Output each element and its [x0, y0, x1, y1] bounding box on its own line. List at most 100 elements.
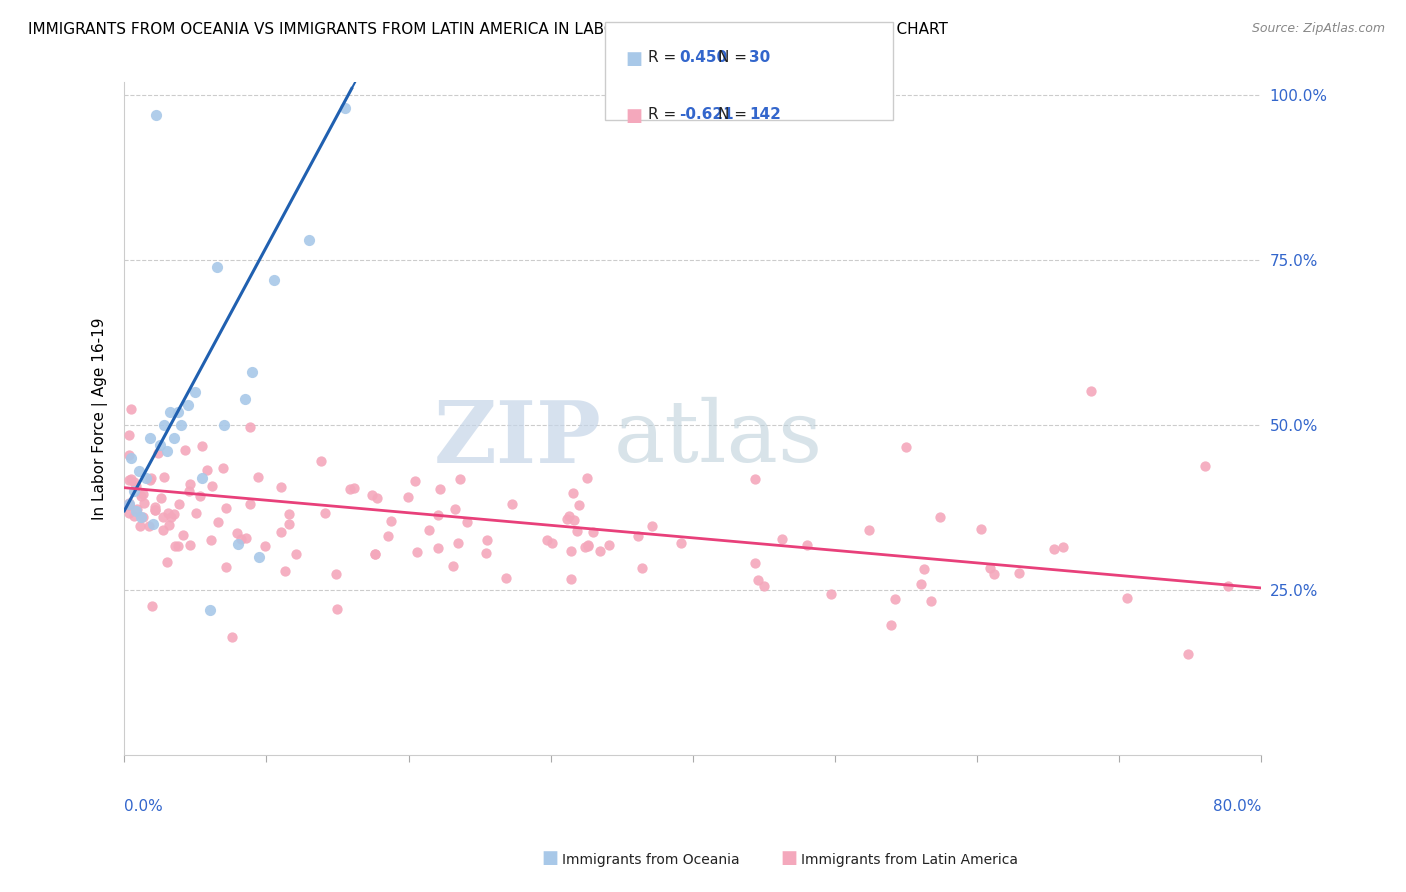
Point	[152, 523, 174, 537]
Point	[117, 498, 139, 512]
Point	[270, 525, 292, 540]
Point	[201, 479, 224, 493]
Point	[333, 101, 356, 115]
Point	[177, 483, 200, 498]
Point	[575, 471, 598, 485]
Point	[135, 471, 157, 485]
Point	[118, 506, 141, 520]
Point	[118, 496, 141, 510]
Point	[129, 519, 152, 533]
Point	[555, 512, 578, 526]
Point	[912, 562, 935, 576]
Point	[159, 405, 181, 419]
Text: ■: ■	[780, 849, 797, 867]
Point	[744, 557, 766, 571]
Point	[270, 480, 292, 494]
Point	[167, 497, 190, 511]
Point	[884, 592, 907, 607]
Point	[970, 522, 993, 536]
Point	[205, 260, 228, 274]
Point	[197, 463, 219, 477]
Point	[1116, 591, 1139, 606]
Point	[501, 498, 523, 512]
Point	[191, 471, 214, 485]
Point	[325, 567, 347, 582]
Point	[820, 586, 842, 600]
Text: atlas: atlas	[613, 397, 823, 480]
Point	[631, 560, 654, 574]
Point	[380, 514, 402, 528]
Point	[221, 631, 243, 645]
Point	[568, 498, 591, 512]
Point	[153, 417, 176, 432]
Point	[582, 524, 605, 539]
Point	[562, 513, 585, 527]
Text: IMMIGRANTS FROM OCEANIA VS IMMIGRANTS FROM LATIN AMERICA IN LABOR FORCE | AGE 16: IMMIGRANTS FROM OCEANIA VS IMMIGRANTS FR…	[28, 22, 948, 38]
Point	[117, 498, 139, 512]
Point	[122, 483, 145, 498]
Point	[536, 533, 558, 547]
Point	[177, 398, 200, 412]
Text: 142: 142	[749, 107, 782, 122]
Point	[145, 503, 167, 517]
Point	[447, 535, 470, 549]
Text: R =: R =	[648, 50, 682, 65]
Point	[562, 486, 585, 500]
Point	[127, 502, 149, 516]
Point	[120, 450, 142, 465]
Point	[145, 108, 167, 122]
Point	[364, 547, 387, 561]
Point	[360, 488, 382, 502]
Point	[983, 566, 1005, 581]
Point	[226, 537, 249, 551]
Text: Source: ZipAtlas.com: Source: ZipAtlas.com	[1251, 22, 1385, 36]
Point	[495, 571, 517, 585]
Point	[138, 519, 160, 533]
Point	[141, 599, 163, 614]
Point	[418, 523, 440, 537]
Text: 0.450: 0.450	[679, 50, 727, 65]
Point	[159, 509, 181, 524]
Point	[226, 526, 249, 541]
Point	[117, 497, 139, 511]
Point	[1052, 540, 1074, 554]
Text: Immigrants from Oceania: Immigrants from Oceania	[562, 853, 740, 867]
Point	[215, 500, 238, 515]
Point	[598, 537, 620, 551]
Point	[142, 516, 165, 531]
Text: 80.0%: 80.0%	[1213, 798, 1261, 814]
Point	[363, 547, 385, 561]
Point	[148, 446, 170, 460]
Point	[200, 533, 222, 547]
Point	[128, 464, 150, 478]
Point	[152, 509, 174, 524]
Point	[139, 474, 162, 488]
Point	[343, 481, 366, 495]
Point	[191, 439, 214, 453]
Point	[139, 431, 162, 445]
Point	[339, 482, 361, 496]
Point	[589, 544, 612, 558]
Point	[541, 536, 564, 550]
Point	[558, 508, 581, 523]
Point	[239, 497, 262, 511]
Point	[326, 601, 349, 615]
Point	[640, 519, 662, 533]
Point	[117, 428, 139, 442]
Point	[929, 509, 952, 524]
Point	[211, 460, 233, 475]
Point	[124, 504, 146, 518]
Point	[979, 560, 1001, 574]
Point	[153, 470, 176, 484]
Point	[124, 509, 146, 524]
Point	[163, 507, 186, 521]
Point	[298, 233, 321, 247]
Point	[858, 523, 880, 537]
Point	[155, 556, 177, 570]
Point	[156, 444, 179, 458]
Point	[427, 541, 450, 555]
Point	[247, 549, 270, 564]
Point	[263, 273, 285, 287]
Point	[215, 559, 238, 574]
Point	[120, 402, 142, 417]
